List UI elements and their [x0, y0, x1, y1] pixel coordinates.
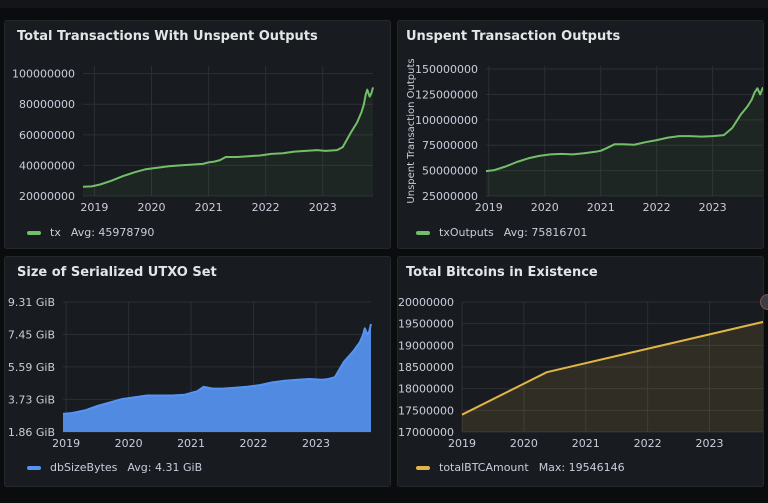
x-tick-label: 2019 — [448, 437, 476, 450]
y-tick-label: 1.86 GiB — [8, 426, 55, 439]
x-tick-label: 2022 — [643, 201, 671, 214]
series-area — [63, 324, 371, 432]
legend-stat: Avg: 4.31 GiB — [127, 461, 203, 474]
x-tick-label: 2021 — [572, 437, 600, 450]
y-tick-label: 20000000 — [398, 296, 454, 309]
legend-swatch — [416, 465, 430, 470]
y-tick-label: 3.73 GiB — [8, 393, 55, 406]
legend-stat: Max: 19546146 — [538, 461, 625, 474]
series-area — [486, 87, 763, 196]
legend-swatch — [27, 230, 41, 235]
series-line — [461, 320, 763, 416]
panel-unspent-outputs[interactable]: Unspent Transaction Outputs 25000000 5000… — [397, 20, 764, 249]
panel-title: Size of Serialized UTXO Set — [17, 265, 217, 280]
y-tick-label: 7.45 GiB — [8, 328, 55, 341]
y-tick-label: 150000000 — [415, 63, 478, 76]
x-tick-label: 2021 — [587, 201, 615, 214]
chart-total-transactions: 20000000 40000000 60000000 80000000 10000000… — [12, 66, 374, 214]
legend-swatch — [416, 230, 430, 235]
y-tick-label: 19000000 — [398, 339, 454, 352]
y-tick-label: 60000000 — [19, 129, 75, 142]
legend[interactable]: tx Avg: 45978790 — [27, 226, 154, 239]
y-tick-label: 18000000 — [398, 383, 454, 396]
x-tick-label: 2022 — [240, 437, 268, 450]
y-tick-label: 9.31 GiB — [8, 296, 55, 309]
x-tick-label: 2023 — [699, 201, 727, 214]
series-line — [82, 87, 374, 188]
y-tick-label: 25000000 — [422, 190, 478, 203]
x-tick-label: 2023 — [696, 437, 724, 450]
x-tick-label: 2023 — [302, 437, 330, 450]
panel-title: Total Transactions With Unspent Outputs — [17, 29, 318, 44]
y-tick-label: 80000000 — [19, 98, 75, 111]
x-tick-label: 2021 — [177, 437, 205, 450]
y-tick-label: 18500000 — [398, 361, 454, 374]
y-tick-label: 5.59 GiB — [8, 361, 55, 374]
y-tick-label: 75000000 — [422, 139, 478, 152]
x-tick-label: 2019 — [475, 201, 503, 214]
x-tick-label: 2023 — [309, 201, 337, 214]
top-bar — [0, 0, 768, 8]
panel-total-bitcoins[interactable]: Total Bitcoins in Existence 17000000 1750… — [397, 256, 764, 487]
chart-unspent-outputs: 25000000 50000000 75000000 100000000 1250000… — [406, 58, 763, 214]
series-area — [83, 87, 373, 196]
x-tick-label: 2019 — [52, 437, 80, 450]
y-tick-label: 100000000 — [12, 68, 75, 81]
x-tick-label: 2020 — [510, 437, 538, 450]
legend-series-name: totalBTCAmount — [439, 461, 529, 474]
legend[interactable]: txOutputs Avg: 75816701 — [416, 226, 587, 239]
legend-series-name: dbSizeBytes — [50, 461, 118, 474]
x-tick-label: 2021 — [195, 201, 223, 214]
y-tick-label: 17500000 — [398, 404, 454, 417]
x-tick-label: 2019 — [80, 201, 108, 214]
legend-stat: Avg: 45978790 — [70, 226, 155, 239]
y-axis-title: Unspent Transaction Outputs — [406, 58, 417, 203]
x-tick-label: 2020 — [138, 201, 166, 214]
legend-stat: Avg: 75816701 — [503, 226, 588, 239]
y-tick-label: 20000000 — [19, 190, 75, 203]
chart-utxo-size: 1.86 GiB 3.73 GiB 5.59 GiB 7.45 GiB 9.31 GiB… — [8, 296, 372, 450]
legend-series-name: tx — [50, 226, 61, 239]
y-tick-label: 50000000 — [422, 165, 478, 178]
series-line — [62, 323, 372, 415]
x-tick-label: 2022 — [634, 437, 662, 450]
x-tick-label: 2022 — [252, 201, 280, 214]
series-area — [462, 321, 763, 432]
panel-utxo-size[interactable]: Size of Serialized UTXO Set 1.86 GiB 3.73… — [4, 256, 391, 487]
y-tick-label: 100000000 — [415, 114, 478, 127]
y-tick-label: 125000000 — [415, 88, 478, 101]
legend[interactable]: totalBTCAmount Max: 19546146 — [416, 461, 625, 474]
legend-swatch — [27, 465, 41, 470]
x-tick-label: 2020 — [531, 201, 559, 214]
legend-series-name: txOutputs — [439, 226, 494, 239]
series-line — [485, 86, 763, 173]
panel-total-transactions[interactable]: Total Transactions With Unspent Outputs … — [4, 20, 391, 249]
y-tick-label: 17000000 — [398, 426, 454, 439]
x-tick-label: 2020 — [115, 437, 143, 450]
legend[interactable]: dbSizeBytes Avg: 4.31 GiB — [27, 461, 202, 474]
panel-title: Unspent Transaction Outputs — [406, 29, 621, 44]
y-tick-label: 19500000 — [398, 318, 454, 331]
chart-total-bitcoins: 17000000 17500000 18000000 18500000 19000000… — [398, 296, 763, 450]
y-tick-label: 40000000 — [19, 159, 75, 172]
panel-title: Total Bitcoins in Existence — [406, 265, 598, 280]
